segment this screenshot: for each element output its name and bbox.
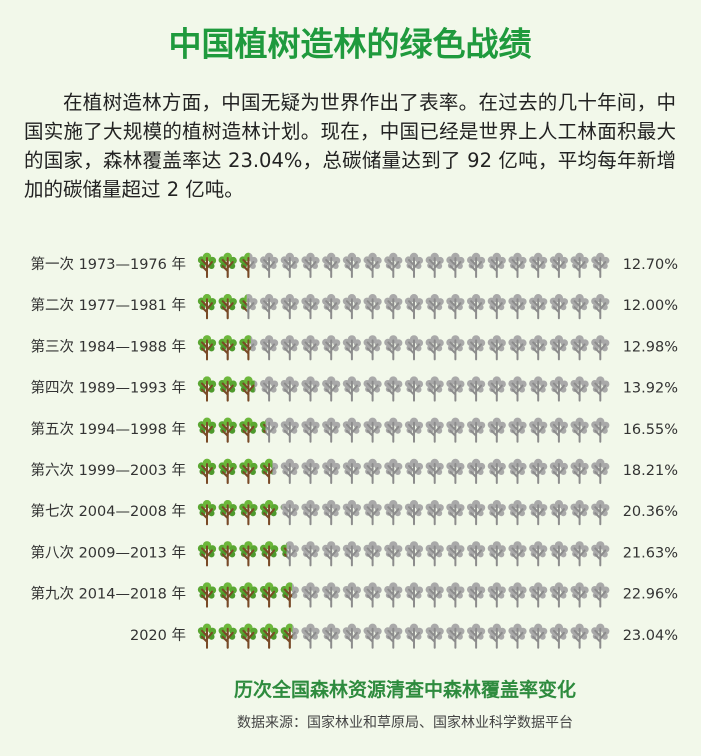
icon-row-value [197, 540, 287, 567]
row-label: 第五次 1994—1998 年 [30, 420, 186, 438]
row-label: 第二次 1977—1981 年 [30, 296, 186, 314]
intro-text: 在植树造林方面，中国无疑为世界作出了表率。在过去的几十年间，中国实施了大规模的植… [24, 91, 676, 201]
icon-row-bg [196, 540, 611, 567]
icon-row-value [197, 499, 282, 526]
value-label: 22.96% [623, 587, 678, 603]
icon-row-value [197, 581, 293, 608]
icon-row-bg [196, 334, 611, 361]
value-label: 16.55% [623, 422, 678, 438]
icon-row-value [197, 293, 247, 320]
value-label: 23.04% [623, 628, 678, 644]
row-label: 第一次 1973—1976 年 [30, 255, 186, 273]
row-label: 第三次 1984—1988 年 [30, 337, 186, 355]
caption: 历次全国森林资源清查中森林覆盖率变化 [234, 678, 576, 701]
icon-row-bg [196, 581, 611, 608]
row-label: 第九次 2014—2018 年 [30, 585, 186, 603]
icon-row-bg [196, 293, 611, 320]
row-label: 2020 年 [130, 627, 186, 644]
icon-row-value [197, 622, 293, 649]
icon-row-value [197, 334, 251, 361]
value-label: 21.63% [623, 545, 678, 561]
row-label: 第六次 1999—2003 年 [30, 461, 186, 479]
row-label: 第八次 2009—2013 年 [30, 543, 186, 561]
value-label: 20.36% [623, 504, 678, 520]
chart-title: 中国植树造林的绿色战绩 [169, 25, 532, 64]
row-label: 第四次 1989—1993 年 [30, 379, 186, 397]
icon-row-value [197, 457, 273, 484]
value-label: 12.00% [623, 298, 678, 314]
row-label: 第七次 2004—2008 年 [30, 502, 186, 520]
value-label: 13.92% [623, 381, 678, 397]
icon-row-bg [196, 457, 611, 484]
icon-row-value [197, 251, 250, 278]
icon-row-bg [196, 375, 611, 402]
value-label: 18.21% [623, 463, 678, 479]
icon-row-value [197, 375, 255, 402]
source: 数据来源：国家林业和草原局、国家林业科学数据平台 [237, 714, 573, 731]
icon-row-bg [196, 251, 611, 278]
icon-row-bg [196, 499, 611, 526]
value-label: 12.70% [623, 257, 678, 273]
icon-row-bg [196, 622, 611, 649]
icon-row-bg [196, 416, 611, 443]
value-label: 12.98% [623, 339, 678, 355]
icon-row-value [197, 416, 266, 443]
